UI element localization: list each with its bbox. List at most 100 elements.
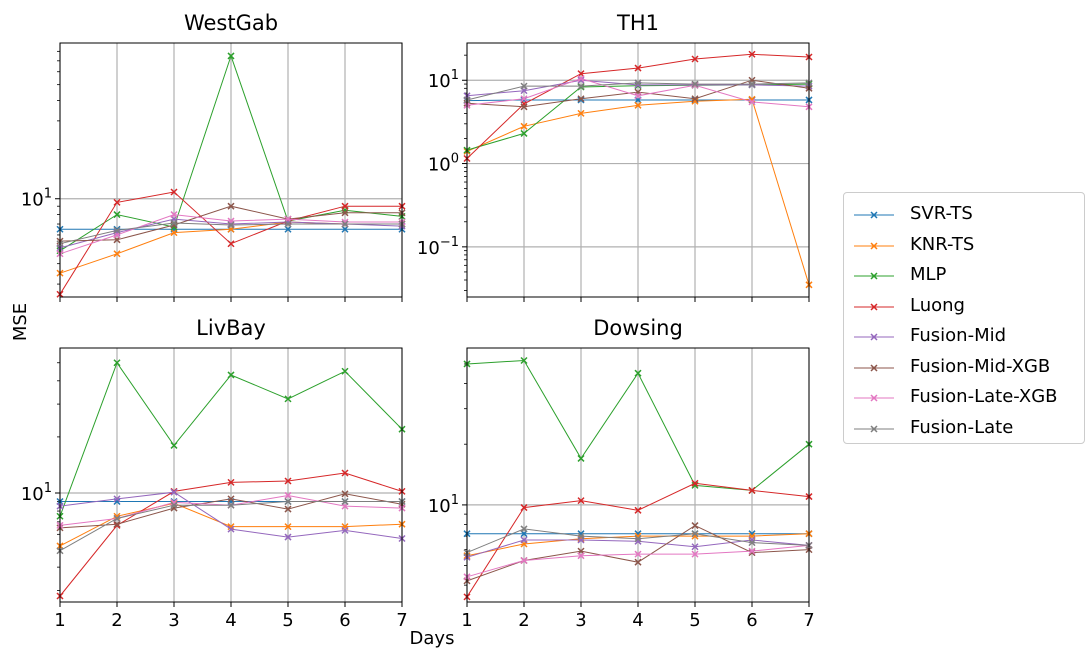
data-point-luong xyxy=(634,64,642,72)
data-point-fusion-late-xgb xyxy=(170,498,178,506)
data-point-fusion-late xyxy=(341,220,349,228)
y-tick-label: 100 xyxy=(428,152,459,176)
legend-swatch xyxy=(854,394,894,402)
panel-livbay: LivBay 101 1 2 3 4 5 6 7 xyxy=(21,316,408,631)
data-point-luong xyxy=(691,479,699,487)
x-tick-label: 7 xyxy=(396,610,407,631)
data-point-fusion-mid-xgb xyxy=(520,103,528,111)
data-point-fusion-mid xyxy=(520,536,528,544)
legend-item-fusion-mid-xgb: Fusion-Mid-XGB xyxy=(844,354,1084,382)
legend-item-fusion-late-xgb: Fusion-Late-XGB xyxy=(844,384,1084,412)
legend-swatch-marker xyxy=(870,241,878,250)
data-point-fusion-late xyxy=(691,80,699,88)
data-point-fusion-late-xgb xyxy=(520,95,528,103)
data-point-fusion-late-xgb xyxy=(748,547,756,555)
data-point-knr-ts xyxy=(577,109,585,117)
data-point-mlp xyxy=(170,441,178,449)
legend-swatch-marker xyxy=(870,211,878,219)
data-point-fusion-mid xyxy=(170,488,178,496)
legend: SVR-TS KNR-TS MLP Luong Fusion-Mid Fusion-Mid… xyxy=(843,192,1085,444)
data-point-luong xyxy=(170,188,178,196)
data-point-fusion-mid xyxy=(691,543,699,551)
data-point-fusion-late xyxy=(520,82,528,90)
data-point-fusion-mid-xgb xyxy=(113,520,121,528)
legend-label: Fusion-Mid xyxy=(910,325,1007,346)
data-point-fusion-late-xgb xyxy=(577,552,585,560)
legend-swatch xyxy=(854,363,894,372)
legend-item-knr-ts: KNR-TS xyxy=(844,232,1084,260)
data-point-luong xyxy=(691,55,699,63)
data-point-fusion-mid xyxy=(227,525,235,533)
data-point-mlp xyxy=(227,371,235,379)
legend-label: Fusion-Mid-XGB xyxy=(910,355,1051,377)
data-point-mlp xyxy=(634,369,642,377)
legend-swatch-marker xyxy=(870,363,878,372)
y-tick-label: 101 xyxy=(21,187,52,211)
data-point-fusion-mid-xgb xyxy=(577,95,585,103)
data-point-knr-ts xyxy=(113,250,121,258)
data-point-knr-ts xyxy=(691,97,699,105)
legend-swatch xyxy=(854,241,894,250)
data-point-fusion-late xyxy=(748,80,756,88)
data-point-fusion-late xyxy=(577,532,585,540)
x-tick-label: 4 xyxy=(225,610,236,631)
data-point-fusion-mid-xgb xyxy=(691,522,699,530)
x-tick-label: 4 xyxy=(632,610,643,631)
data-point-fusion-late xyxy=(577,82,585,90)
y-tick-label: 101 xyxy=(428,493,459,517)
data-point-luong xyxy=(341,469,349,477)
data-point-fusion-late xyxy=(113,514,121,522)
panel-th1: TH1 10−1 100 101 xyxy=(417,11,813,302)
legend-swatch xyxy=(854,211,894,219)
data-point-mlp xyxy=(113,359,121,367)
panel-title: LivBay xyxy=(196,316,266,340)
data-point-mlp xyxy=(520,129,528,137)
data-point-fusion-mid-xgb xyxy=(227,495,235,503)
panel-title: Dowsing xyxy=(593,316,683,340)
data-point-fusion-late-xgb xyxy=(634,550,642,558)
data-point-luong xyxy=(284,477,292,485)
data-point-svr-ts xyxy=(577,96,585,104)
data-point-svr-ts xyxy=(284,225,292,233)
x-tick-label: 5 xyxy=(282,610,293,631)
data-point-fusion-late xyxy=(284,497,292,506)
data-point-mlp xyxy=(284,395,292,403)
legend-swatch-marker xyxy=(870,333,878,341)
legend-label: Luong xyxy=(910,294,965,316)
data-point-fusion-late xyxy=(170,501,178,509)
x-tick-label: 1 xyxy=(461,610,472,631)
data-point-fusion-late-xgb xyxy=(577,74,585,83)
data-point-fusion-late-xgb xyxy=(170,211,178,219)
x-tick-label: 5 xyxy=(689,610,700,631)
data-point-luong xyxy=(113,198,121,206)
data-point-luong xyxy=(520,504,528,512)
data-point-mlp xyxy=(227,52,235,60)
x-tick-label: 7 xyxy=(803,610,814,631)
x-axis-label: Days xyxy=(410,628,455,649)
data-point-fusion-late xyxy=(113,226,121,234)
data-point-mlp xyxy=(520,357,528,365)
panel-title: TH1 xyxy=(616,11,659,35)
legend-swatch-marker xyxy=(870,272,878,280)
data-point-luong xyxy=(634,506,642,514)
legend-item-mlp: MLP xyxy=(844,262,1084,290)
legend-item-fusion-mid: Fusion-Mid xyxy=(844,323,1084,351)
data-point-luong xyxy=(748,486,756,494)
x-tick-label: 3 xyxy=(168,610,179,631)
legend-item-svr-ts: SVR-TS xyxy=(844,201,1084,229)
data-point-svr-ts xyxy=(341,225,349,233)
legend-label: Fusion-Late-XGB xyxy=(910,386,1058,407)
y-tick-label: 10−1 xyxy=(417,235,459,259)
x-tick-label: 2 xyxy=(518,610,529,631)
data-point-knr-ts xyxy=(634,101,642,109)
legend-label: Fusion-Late xyxy=(910,416,1014,438)
data-point-fusion-late-xgb xyxy=(284,491,292,499)
x-tick-label: 3 xyxy=(575,610,586,631)
data-point-knr-ts xyxy=(284,523,292,531)
data-point-fusion-late xyxy=(341,497,349,506)
data-point-luong xyxy=(520,100,528,108)
x-tick-label: 6 xyxy=(339,610,350,631)
data-point-fusion-late-xgb xyxy=(691,81,699,89)
